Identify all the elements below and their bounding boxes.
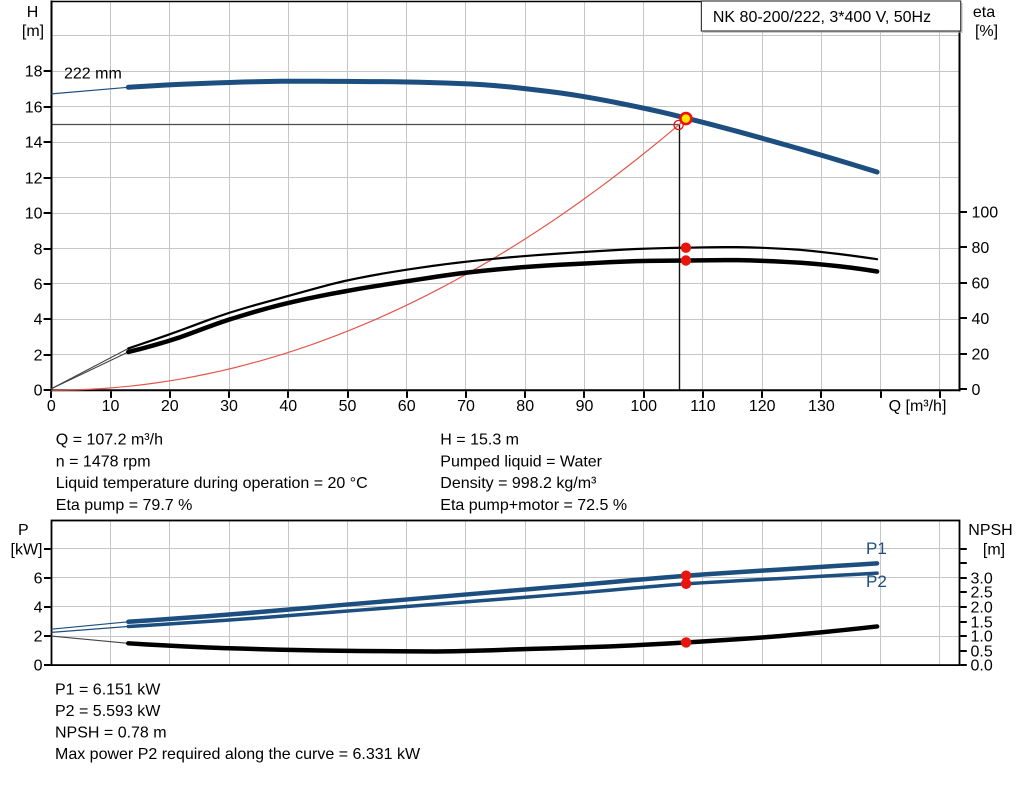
- svg-text:10: 10: [102, 398, 120, 415]
- svg-text:80: 80: [516, 398, 534, 415]
- svg-text:8: 8: [34, 242, 43, 259]
- svg-text:20: 20: [161, 398, 179, 415]
- svg-text:100: 100: [630, 398, 657, 415]
- svg-text:H = 15.3 m: H = 15.3 m: [440, 432, 519, 449]
- svg-text:[%]: [%]: [975, 23, 998, 40]
- svg-text:130: 130: [808, 398, 835, 415]
- svg-text:14: 14: [25, 135, 43, 152]
- svg-text:0: 0: [34, 383, 43, 400]
- svg-text:222 mm: 222 mm: [64, 66, 122, 83]
- svg-text:n = 1478 rpm: n = 1478 rpm: [56, 453, 151, 470]
- svg-text:6: 6: [34, 277, 43, 294]
- svg-text:Q [m³/h]: Q [m³/h]: [889, 398, 947, 415]
- svg-text:120: 120: [749, 398, 776, 415]
- svg-text:0: 0: [972, 382, 981, 399]
- svg-text:P: P: [18, 522, 29, 539]
- svg-text:[m]: [m]: [983, 542, 1005, 559]
- svg-text:3.0: 3.0: [971, 571, 993, 588]
- svg-text:2.5: 2.5: [971, 585, 993, 602]
- svg-text:NPSH = 0.78 m: NPSH = 0.78 m: [55, 725, 167, 742]
- svg-text:P1 = 6.151 kW: P1 = 6.151 kW: [55, 682, 161, 699]
- svg-text:2: 2: [34, 629, 43, 646]
- svg-text:80: 80: [972, 240, 990, 257]
- svg-text:P2 = 5.593 kW: P2 = 5.593 kW: [55, 703, 161, 720]
- svg-text:[m]: [m]: [22, 23, 44, 40]
- svg-text:H: H: [27, 4, 39, 21]
- svg-text:Q = 107.2 m³/h: Q = 107.2 m³/h: [56, 432, 163, 449]
- svg-text:Eta pump = 79.7 %: Eta pump = 79.7 %: [56, 497, 193, 514]
- svg-text:Max power P2 required along th: Max power P2 required along the curve = …: [55, 746, 421, 763]
- svg-text:100: 100: [972, 204, 999, 221]
- svg-text:60: 60: [972, 275, 990, 292]
- svg-text:Density = 998.2 kg/m³: Density = 998.2 kg/m³: [440, 475, 597, 492]
- svg-text:50: 50: [339, 398, 357, 415]
- svg-text:10: 10: [25, 206, 43, 223]
- svg-text:0: 0: [34, 658, 43, 675]
- svg-text:6: 6: [34, 571, 43, 588]
- svg-text:70: 70: [457, 398, 475, 415]
- svg-text:1.0: 1.0: [971, 629, 993, 646]
- svg-text:eta: eta: [973, 4, 995, 21]
- svg-text:90: 90: [576, 398, 594, 415]
- svg-text:Liquid temperature during oper: Liquid temperature during operation = 20…: [56, 475, 368, 492]
- svg-text:Eta pump+motor = 72.5 %: Eta pump+motor = 72.5 %: [440, 497, 627, 514]
- svg-text:Pumped liquid = Water: Pumped liquid = Water: [440, 453, 602, 470]
- svg-text:1.5: 1.5: [971, 615, 993, 632]
- svg-text:30: 30: [220, 398, 238, 415]
- svg-text:P2: P2: [866, 572, 887, 591]
- svg-text:110: 110: [690, 398, 716, 415]
- svg-text:P1: P1: [866, 539, 887, 558]
- svg-text:12: 12: [25, 171, 43, 188]
- svg-text:0.0: 0.0: [971, 658, 993, 675]
- svg-text:NPSH: NPSH: [968, 522, 1012, 539]
- svg-text:40: 40: [279, 398, 297, 415]
- svg-text:20: 20: [972, 347, 990, 364]
- svg-text:4: 4: [34, 600, 43, 617]
- svg-text:16: 16: [25, 100, 43, 117]
- svg-text:NK 80-200/222, 3*400 V, 50Hz: NK 80-200/222, 3*400 V, 50Hz: [713, 9, 931, 26]
- svg-text:0: 0: [47, 398, 56, 415]
- svg-text:2.0: 2.0: [971, 600, 993, 617]
- svg-text:0.5: 0.5: [971, 644, 993, 661]
- svg-text:2: 2: [34, 348, 43, 365]
- svg-text:40: 40: [972, 311, 990, 328]
- svg-text:60: 60: [398, 398, 416, 415]
- svg-text:18: 18: [25, 64, 43, 81]
- svg-text:4: 4: [34, 312, 43, 329]
- svg-text:[kW]: [kW]: [11, 542, 43, 559]
